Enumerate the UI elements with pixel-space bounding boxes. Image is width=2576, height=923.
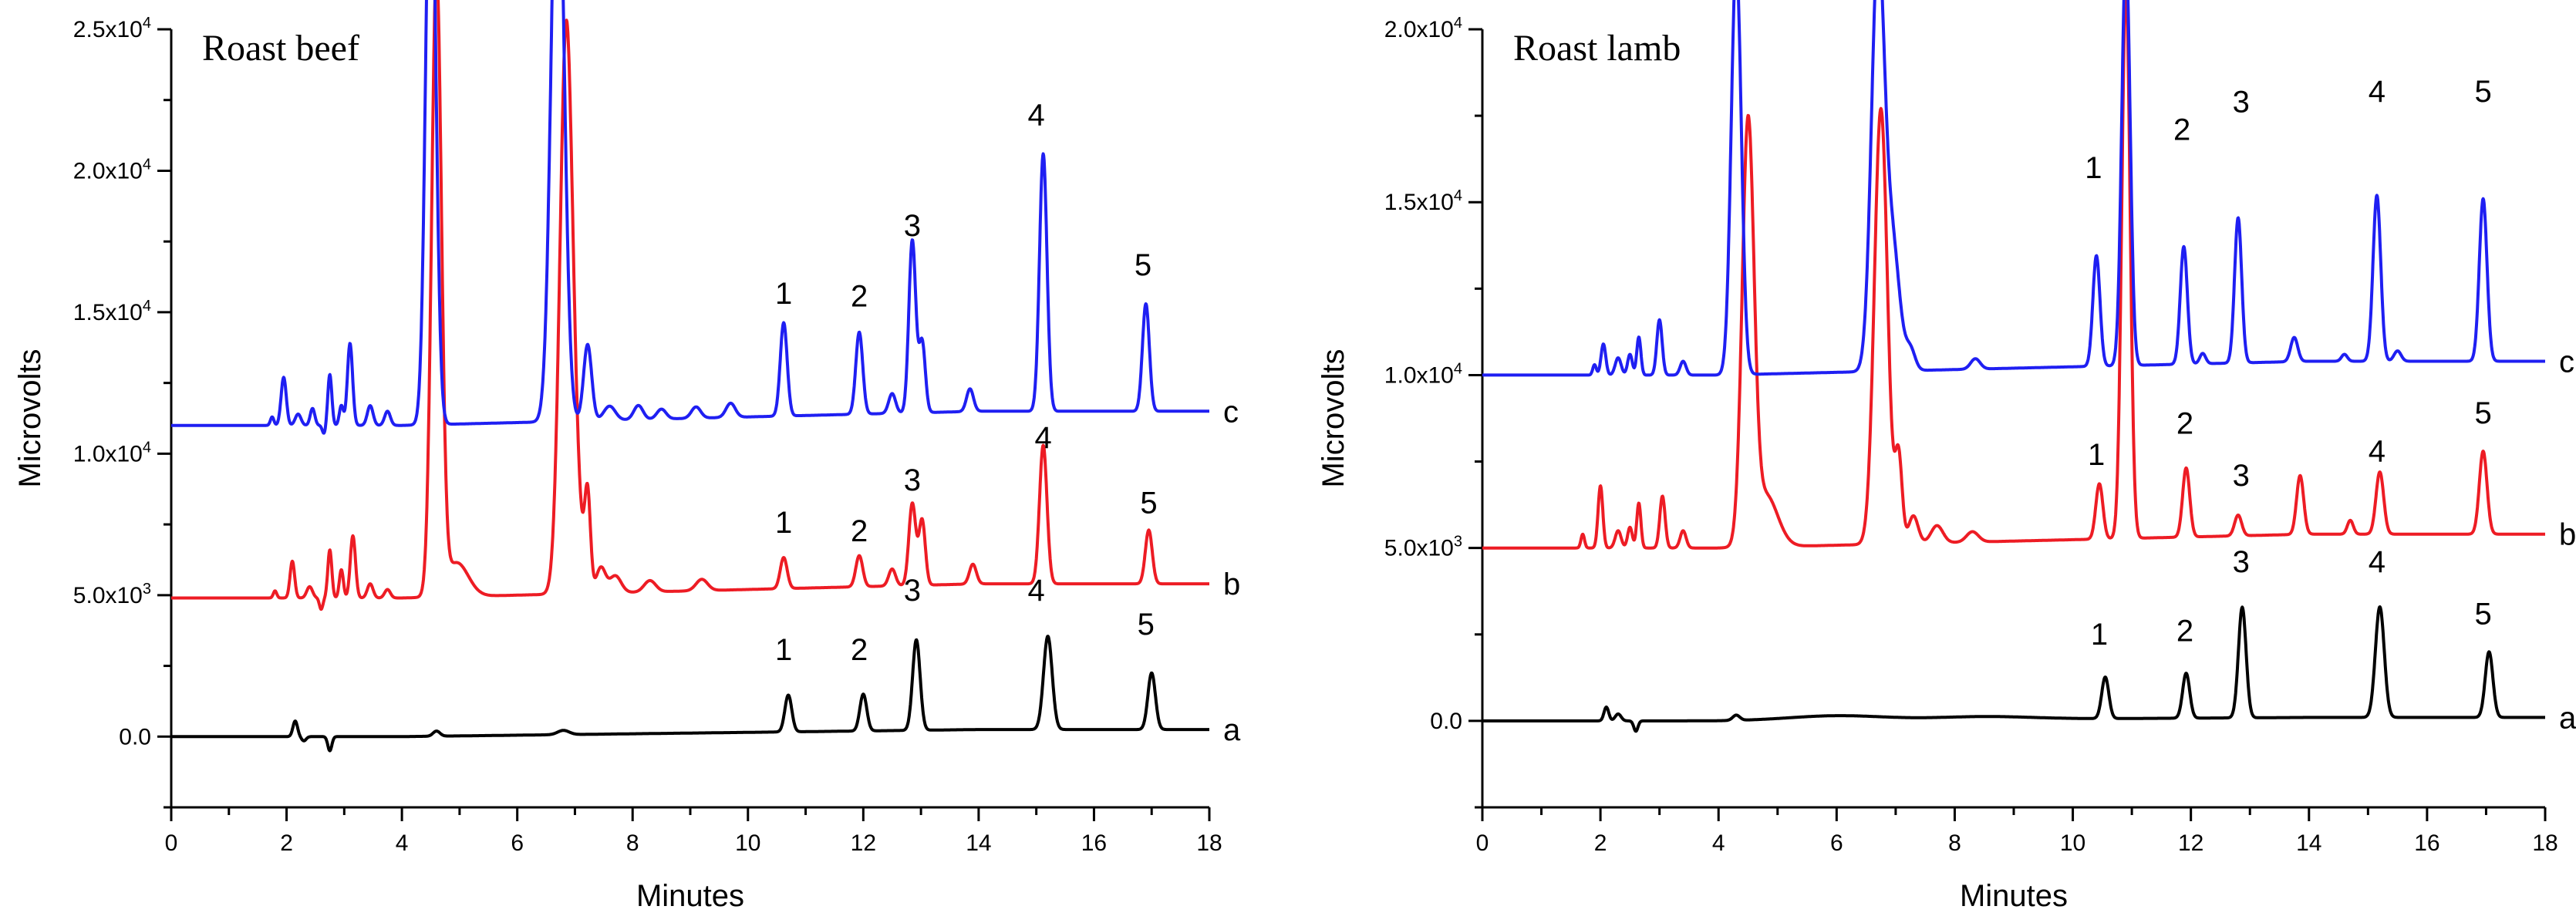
trace-b: [1482, 0, 2547, 550]
peak-label: 2: [851, 280, 868, 314]
x-tick-label: 14: [966, 830, 991, 856]
peak-label: 4: [2369, 545, 2385, 579]
peak-label: 3: [904, 574, 921, 608]
peak-label: 1: [775, 277, 792, 311]
y-tick-label: 2.5x104: [73, 15, 151, 42]
trace-b: [171, 0, 1211, 611]
x-tick-label: 8: [626, 830, 639, 856]
peak-label: 3: [2233, 459, 2250, 493]
x-tick-label: 16: [2414, 830, 2439, 856]
peak-label: 5: [2474, 75, 2491, 109]
y-axis-title: Microvolts: [13, 349, 47, 487]
y-tick-label: 1.5x104: [1384, 187, 1462, 215]
x-tick-label: 0: [1476, 830, 1489, 856]
peak-label: 1: [2088, 438, 2105, 472]
y-tick-label: 1.0x104: [1384, 360, 1462, 388]
x-tick-label: 0: [165, 830, 178, 856]
y-tick-label: 0.0: [119, 724, 151, 750]
trace-a: [171, 635, 1211, 753]
peak-label: 3: [904, 209, 921, 243]
panel-title: Roast beef: [202, 28, 359, 69]
y-tick-label: 1.5x104: [73, 298, 151, 325]
roast-lamb-panel: 0 2 4 6 8 10 12 14 16 180.05.0x1031.0x1041.5x1042…: [1317, 0, 2576, 913]
x-tick-label: 4: [396, 830, 409, 856]
peak-label: 1: [775, 506, 792, 540]
trace-c: [1482, 0, 2547, 377]
trace-a: [1482, 605, 2547, 733]
x-tick-label: 16: [1081, 830, 1107, 856]
peak-label: 2: [2176, 615, 2193, 648]
x-tick-label: 2: [1594, 830, 1607, 856]
x-axis-title: Minutes: [1960, 879, 2068, 913]
x-tick-label: 6: [511, 830, 524, 856]
peak-label: 3: [904, 463, 921, 497]
peak-label: 1: [775, 633, 792, 667]
peak-label: 5: [2474, 396, 2491, 430]
x-tick-label: 18: [1196, 830, 1222, 856]
peak-label: 4: [1028, 99, 1045, 133]
x-axis-title: Minutes: [636, 879, 744, 913]
peak-label: 5: [2474, 597, 2491, 631]
panel-title: Roast lamb: [1513, 28, 1681, 69]
x-tick-label: 12: [851, 830, 876, 856]
x-tick-label: 14: [2296, 830, 2321, 856]
peak-label: 3: [2233, 545, 2250, 579]
peak-label: 4: [2369, 75, 2385, 109]
peak-label: 3: [2233, 86, 2250, 120]
trace-label-a: a: [1223, 713, 1241, 747]
peak-label: 5: [1135, 248, 1151, 282]
peak-label: 4: [1028, 574, 1045, 608]
peak-label: 4: [2369, 435, 2385, 469]
trace-label-a: a: [2559, 701, 2576, 735]
peak-label: 5: [1138, 608, 1155, 642]
y-tick-label: 5.0x103: [73, 581, 151, 608]
x-tick-label: 18: [2532, 830, 2557, 856]
peak-label: 2: [851, 514, 868, 548]
peak-label: 2: [2176, 407, 2193, 441]
x-tick-label: 2: [280, 830, 293, 856]
trace-label-b: b: [1223, 568, 1240, 601]
y-tick-label: 5.0x103: [1384, 534, 1462, 561]
x-tick-label: 12: [2178, 830, 2203, 856]
x-tick-label: 10: [735, 830, 760, 856]
y-tick-label: 2.0x104: [73, 156, 151, 184]
peak-label: 2: [851, 633, 868, 667]
x-tick-label: 10: [2060, 830, 2085, 856]
peak-label: 1: [2085, 151, 2102, 185]
y-tick-label: 2.0x104: [1384, 15, 1462, 42]
peak-label: 2: [2173, 113, 2190, 147]
roast-beef-panel: 0 2 4 6 8 10 12 14 16 180.05.0x1031.0x1041.5x1042…: [13, 0, 1241, 913]
x-tick-label: 6: [1830, 830, 1843, 856]
trace-label-c: c: [2559, 345, 2574, 379]
y-tick-label: 0.0: [1430, 709, 1462, 734]
x-tick-label: 4: [1712, 830, 1725, 856]
peak-label: 4: [1035, 421, 1052, 455]
trace-label-b: b: [2559, 518, 2576, 552]
peak-label: 5: [1140, 486, 1157, 520]
y-tick-label: 1.0x104: [73, 439, 151, 467]
trace-label-c: c: [1223, 395, 1239, 429]
trace-c: [171, 0, 1211, 435]
peak-label: 1: [2091, 618, 2108, 652]
x-tick-label: 8: [1948, 830, 1961, 856]
y-axis-title: Microvolts: [1317, 349, 1350, 487]
